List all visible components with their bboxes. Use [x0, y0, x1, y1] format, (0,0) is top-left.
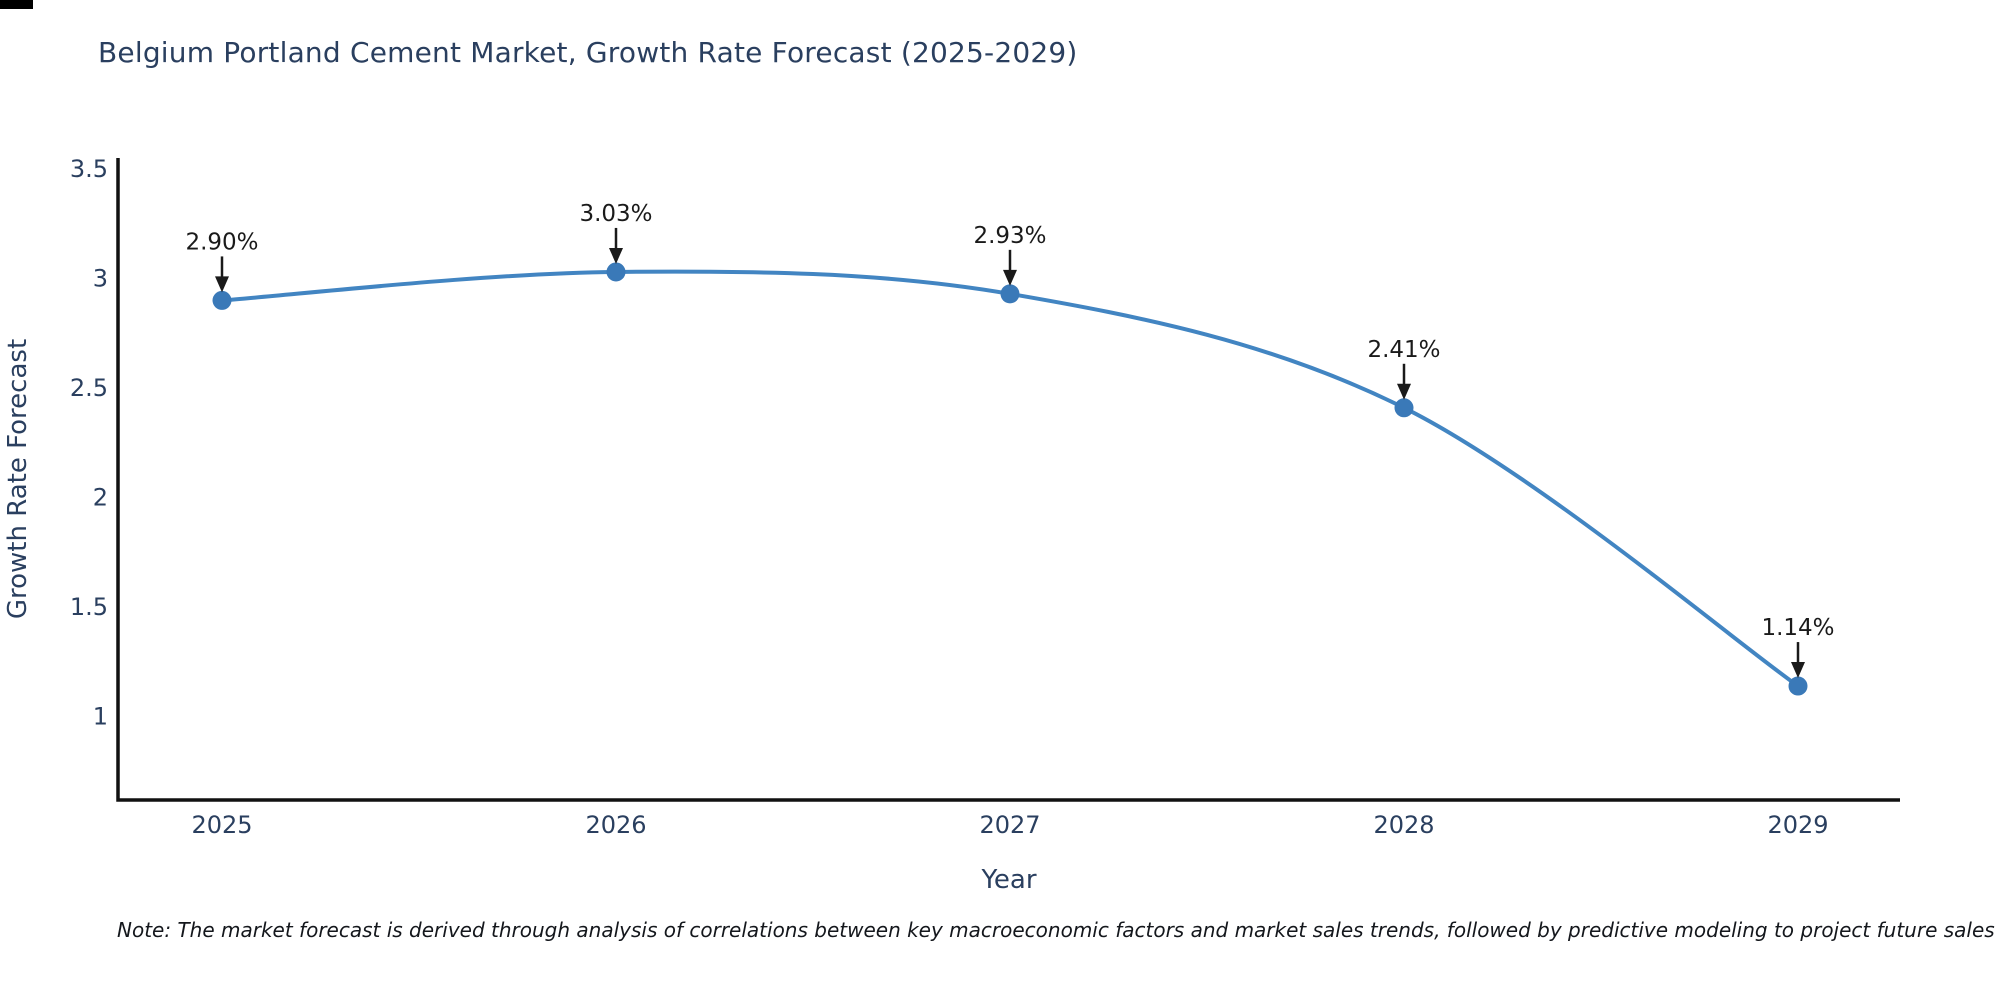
y-tick-label: 1: [93, 703, 108, 731]
y-tick-label: 3: [93, 265, 108, 293]
annotation-arrow-head: [1003, 269, 1017, 286]
x-axis-title: Year: [980, 865, 1036, 895]
x-tick-label: 2029: [1767, 811, 1828, 839]
data-point-label: 2.90%: [185, 229, 258, 255]
x-tick-label: 2026: [585, 811, 646, 839]
data-point-label: 2.41%: [1367, 337, 1440, 363]
chart-title: Belgium Portland Cement Market, Growth R…: [98, 36, 1078, 69]
annotation-arrow-head: [215, 276, 229, 293]
chart-footnote: Note: The market forecast is derived thr…: [117, 918, 1995, 942]
annotation-arrow-head: [609, 247, 623, 264]
data-point-label: 1.14%: [1761, 615, 1834, 641]
annotation-arrow-head: [1397, 383, 1411, 400]
data-point[interactable]: [606, 262, 626, 282]
y-tick-label: 2.5: [70, 374, 108, 402]
y-tick-label: 3.5: [70, 155, 108, 183]
annotation-arrow-head: [1791, 662, 1805, 679]
axis-lines: [116, 158, 1900, 802]
top-left-mark: [0, 0, 33, 9]
data-point[interactable]: [1394, 398, 1414, 418]
data-point-label: 2.93%: [973, 223, 1046, 249]
y-tick-label: 2: [93, 484, 108, 512]
data-point[interactable]: [1000, 284, 1020, 304]
data-point-label: 3.03%: [579, 201, 652, 227]
y-axis-title: Growth Rate Forecast: [3, 339, 33, 619]
data-point[interactable]: [212, 290, 232, 310]
x-tick-label: 2027: [979, 811, 1040, 839]
data-point[interactable]: [1788, 676, 1808, 696]
x-tick-label: 2025: [191, 811, 252, 839]
x-tick-label: 2028: [1373, 811, 1434, 839]
y-tick-label: 1.5: [70, 593, 108, 621]
series-line: [220, 269, 1800, 689]
